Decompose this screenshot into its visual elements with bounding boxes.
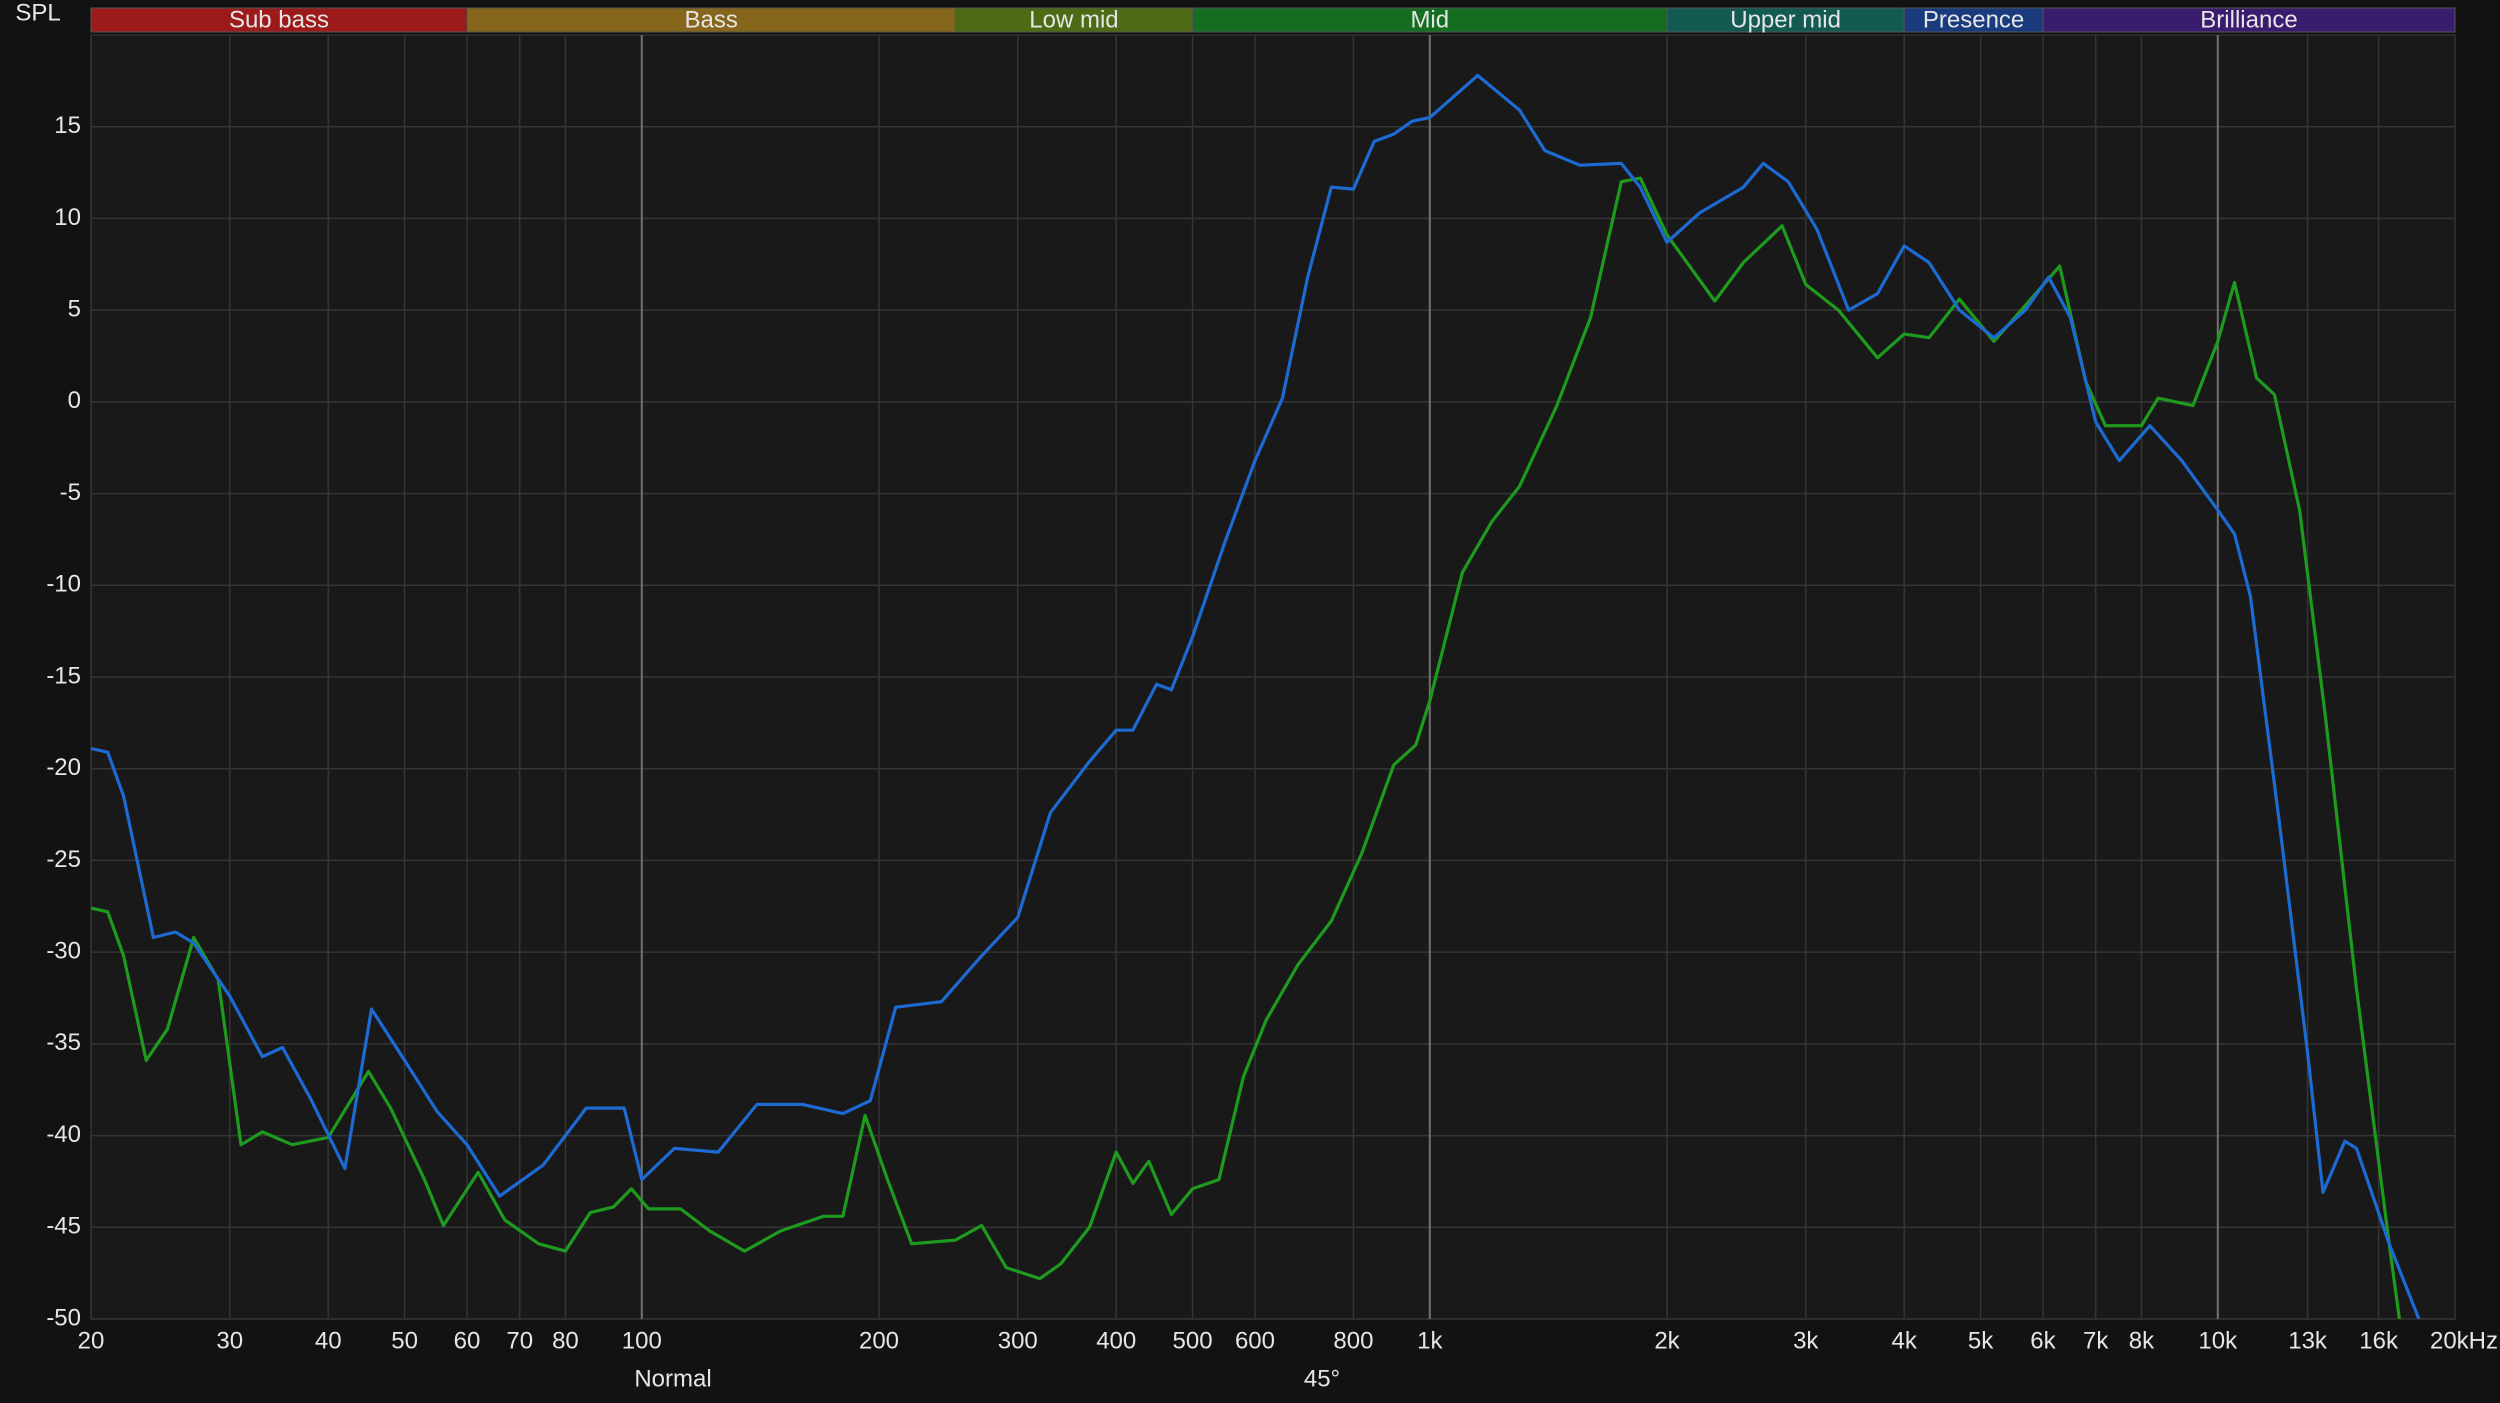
band	[2042, 7, 2456, 33]
x-tick-label: 6k	[2030, 1327, 2056, 1354]
band	[466, 7, 956, 33]
y-tick-label: -20	[46, 754, 81, 781]
x-tick-label: 8k	[2129, 1327, 2155, 1354]
x-tick-label: 4k	[1892, 1327, 1918, 1354]
x-tick-label: 50	[391, 1327, 418, 1354]
y-tick-label: -50	[46, 1304, 81, 1331]
line	[91, 73, 2421, 1319]
x-tick-label: 600	[1235, 1327, 1275, 1354]
y-tick-label: 5	[68, 295, 81, 322]
x-tick-label: 20	[78, 1327, 105, 1354]
band-label: Bass	[684, 6, 737, 33]
line	[91, 176, 2401, 1319]
y-tick-label: 0	[68, 387, 81, 414]
band-label: Upper mid	[1730, 6, 1841, 33]
y-tick-label: -45	[46, 1213, 81, 1240]
x-tick-label: 10k	[2198, 1327, 2238, 1354]
x-tick-label: 20kHz	[2430, 1327, 2498, 1354]
x-tick-label: 800	[1333, 1327, 1373, 1354]
x-tick-label: 40	[315, 1327, 342, 1354]
band-label: Presence	[1923, 6, 2024, 33]
x-tick-label: 3k	[1793, 1327, 1819, 1354]
x-tick-label: 5k	[1968, 1327, 1994, 1354]
y-tick-label: -30	[46, 937, 81, 964]
x-tick-label: 400	[1096, 1327, 1136, 1354]
y-tick-label: -10	[46, 571, 81, 598]
band	[954, 7, 1194, 33]
band	[90, 7, 468, 33]
band	[1192, 7, 1668, 33]
x-tick-label: 70	[506, 1327, 533, 1354]
y-tick-label: -25	[46, 846, 81, 873]
legend-label: 45°	[1304, 1365, 1340, 1392]
x-tick-label: 100	[622, 1327, 662, 1354]
x-tick-label: 16k	[2359, 1327, 2399, 1354]
y-tick-label: 15	[54, 112, 81, 139]
y-tick-label: 10	[54, 204, 81, 231]
x-tick-label: 300	[998, 1327, 1038, 1354]
band-label: Low mid	[1029, 6, 1118, 33]
x-tick-label: 60	[454, 1327, 481, 1354]
x-tick-label: 500	[1173, 1327, 1213, 1354]
x-tick-label: 13k	[2288, 1327, 2328, 1354]
band-label: Sub bass	[229, 6, 329, 33]
y-tick-label: -15	[46, 662, 81, 689]
y-axis-label: SPL	[15, 0, 60, 26]
x-tick-label: 7k	[2083, 1327, 2109, 1354]
x-tick-label: 30	[216, 1327, 243, 1354]
x-tick-label: 80	[552, 1327, 579, 1354]
legend-label: Normal	[634, 1365, 711, 1392]
y-tick-label: -35	[46, 1029, 81, 1056]
x-tick-label: 200	[859, 1327, 899, 1354]
series-group	[91, 73, 2421, 1319]
x-tick-label: 2k	[1654, 1327, 1680, 1354]
y-tick-label: -5	[60, 479, 81, 506]
band-label: Mid	[1410, 6, 1449, 33]
band-label: Brilliance	[2200, 6, 2297, 33]
y-tick-label: -40	[46, 1121, 81, 1148]
x-tick-label: 1k	[1417, 1327, 1443, 1354]
